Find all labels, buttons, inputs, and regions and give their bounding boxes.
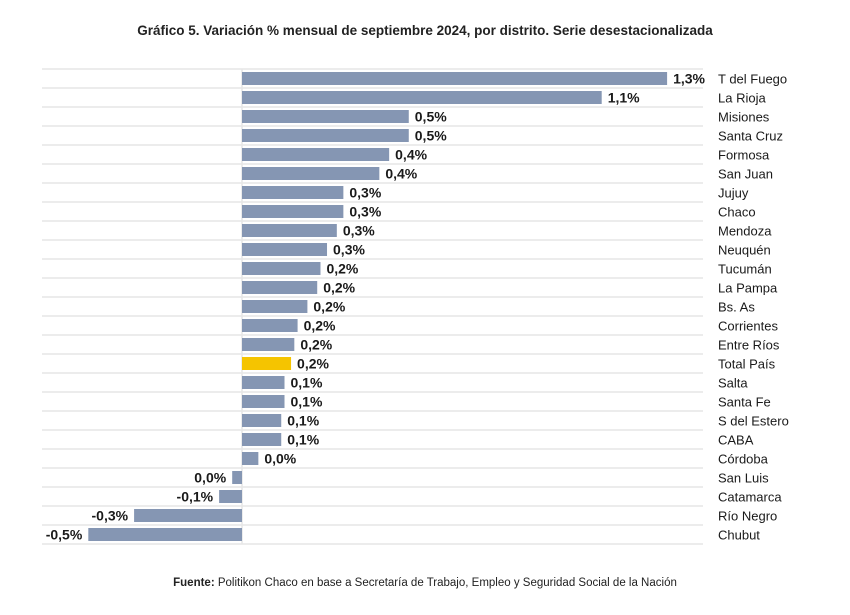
category-label: San Luis <box>718 471 769 486</box>
data-label: 0,2% <box>304 318 336 334</box>
category-label: Chaco <box>718 205 756 220</box>
bar <box>242 205 344 218</box>
source-label: Fuente: <box>173 577 215 589</box>
bar <box>232 471 242 484</box>
data-label: -0,5% <box>46 527 83 543</box>
data-label: 1,3% <box>673 71 705 87</box>
category-label: Formosa <box>718 148 770 163</box>
bar <box>88 528 242 541</box>
category-label: Salta <box>718 376 748 391</box>
category-label: Total País <box>718 357 776 372</box>
category-label: Catamarca <box>718 490 782 505</box>
bar <box>242 319 298 332</box>
bar <box>242 376 285 389</box>
bar <box>242 414 282 427</box>
bar <box>242 129 409 142</box>
category-label: Corrientes <box>718 319 778 334</box>
category-label: Santa Fe <box>718 395 771 410</box>
bar <box>242 281 318 294</box>
category-label: Santa Cruz <box>718 129 783 144</box>
data-label: 0,1% <box>291 375 323 391</box>
bar <box>242 262 321 275</box>
category-label: T del Fuego <box>718 72 787 87</box>
data-label: 0,0% <box>264 451 296 467</box>
category-label: Neuquén <box>718 243 771 258</box>
chart-source: Fuente: Politikon Chaco en base a Secret… <box>0 577 850 589</box>
bar <box>242 452 259 465</box>
bar <box>242 243 328 256</box>
data-label: 0,4% <box>395 147 427 163</box>
data-label: 0,3% <box>349 204 381 220</box>
data-label: -0,1% <box>177 489 214 505</box>
source-text: Politikon Chaco en base a Secretaría de … <box>217 577 677 589</box>
bar <box>242 224 337 237</box>
bar <box>134 509 242 522</box>
data-label: 0,3% <box>333 242 365 258</box>
category-label: Córdoba <box>718 452 769 467</box>
bar <box>242 357 292 370</box>
bar <box>242 148 390 161</box>
data-label: 0,3% <box>349 185 381 201</box>
data-label: 0,3% <box>343 223 375 239</box>
data-label: 0,1% <box>291 394 323 410</box>
bar <box>219 490 242 503</box>
bar <box>242 338 295 351</box>
bar <box>242 72 668 85</box>
data-label: 0,5% <box>415 109 447 125</box>
bar <box>242 186 344 199</box>
bar <box>242 91 602 104</box>
category-label: Jujuy <box>718 186 749 201</box>
category-label: La Rioja <box>718 91 766 106</box>
category-label: S del Estero <box>718 414 789 429</box>
bar <box>242 395 285 408</box>
data-label: 0,2% <box>297 356 329 372</box>
bar <box>242 433 282 446</box>
chart-title: Gráfico 5. Variación % mensual de septie… <box>137 23 713 38</box>
category-label: Entre Ríos <box>718 338 780 353</box>
data-label: 0,2% <box>326 261 358 277</box>
bar <box>242 300 308 313</box>
data-label: 0,4% <box>385 166 417 182</box>
category-label: San Juan <box>718 167 773 182</box>
data-label: 0,5% <box>415 128 447 144</box>
category-label: Río Negro <box>718 509 777 524</box>
data-label: 0,2% <box>300 337 332 353</box>
data-label: -0,3% <box>92 508 129 524</box>
bar <box>242 167 380 180</box>
category-label: Tucumán <box>718 262 772 277</box>
data-label: 0,1% <box>287 413 319 429</box>
data-label: 0,2% <box>323 280 355 296</box>
category-label: Bs. As <box>718 300 755 315</box>
data-label: 0,0% <box>194 470 226 486</box>
data-label: 0,1% <box>287 432 319 448</box>
category-label: Mendoza <box>718 224 772 239</box>
category-label: Chubut <box>718 528 760 543</box>
bar <box>242 110 409 123</box>
category-label: La Pampa <box>718 281 778 296</box>
category-label: CABA <box>718 433 754 448</box>
category-label: Misiones <box>718 110 770 125</box>
data-label: 0,2% <box>313 299 345 315</box>
data-label: 1,1% <box>608 90 640 106</box>
